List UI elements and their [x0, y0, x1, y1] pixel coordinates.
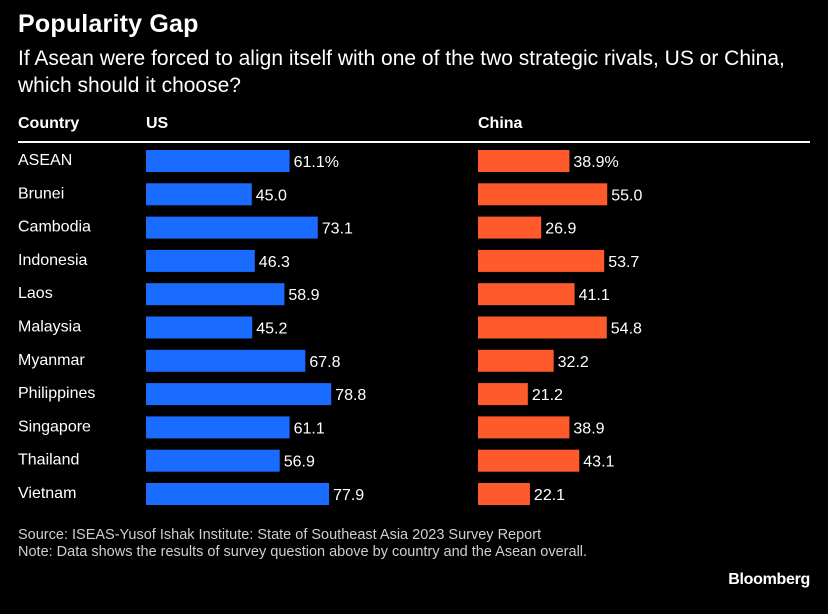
bar-us: [146, 283, 285, 306]
data-label-us: 77.9: [333, 487, 364, 504]
bar-us: [146, 150, 290, 172]
bar-us: [146, 216, 318, 239]
bar-china: [478, 283, 575, 306]
data-label-us: 45.2: [256, 321, 287, 338]
data-label-china: 43.1: [583, 454, 614, 471]
bloomberg-logo: Bloomberg: [728, 571, 810, 588]
chart-subtitle: If Asean were forced to align itself wit…: [18, 47, 785, 97]
data-label-china: 32.2: [558, 354, 589, 371]
data-label-us: 78.8: [335, 387, 366, 404]
header-china: China: [478, 115, 523, 132]
footnote: Source: ISEAS-Yusof Ishak Institute: Sta…: [18, 527, 718, 561]
category-label: Myanmar: [18, 352, 85, 369]
category-label: Vietnam: [18, 485, 76, 502]
data-label-us: 61.1%: [294, 154, 339, 171]
category-label: Cambodia: [18, 219, 91, 236]
category-label: Brunei: [18, 185, 64, 202]
chart-title: Popularity Gap: [18, 10, 199, 38]
data-note: Note: Data shows the results of survey q…: [18, 544, 588, 560]
data-label-china: 38.9%: [573, 154, 618, 171]
data-label-us: 67.8: [309, 354, 340, 371]
category-label: Thailand: [18, 452, 79, 469]
category-label: Singapore: [18, 418, 91, 435]
category-label: Indonesia: [18, 252, 87, 269]
data-label-us: 58.9: [288, 287, 319, 304]
bar-china: [478, 483, 530, 505]
header-divider: [18, 141, 810, 143]
bar-china: [478, 416, 570, 439]
bar-china: [478, 383, 528, 406]
bar-china: [478, 249, 605, 272]
category-label: Malaysia: [18, 319, 81, 336]
bar-us: [146, 383, 332, 406]
data-label-china: 53.7: [608, 254, 639, 271]
data-label-us: 61.1: [294, 420, 325, 437]
bar-us: [146, 416, 290, 439]
data-label-china: 54.8: [611, 321, 642, 338]
data-label-us: 45.0: [256, 187, 287, 204]
category-label: ASEAN: [18, 152, 72, 169]
bar-us: [146, 483, 330, 505]
category-label: Laos: [18, 285, 53, 302]
bar-china: [478, 349, 554, 372]
data-label-china: 21.2: [532, 387, 563, 404]
bar-us: [146, 249, 255, 272]
bar-china: [478, 150, 570, 172]
source-note: Source: ISEAS-Yusof Ishak Institute: Sta…: [18, 527, 542, 543]
header-country: Country: [18, 115, 80, 132]
bar-china: [478, 216, 542, 239]
data-label-china: 55.0: [611, 187, 642, 204]
category-label: Philippines: [18, 385, 95, 402]
data-label-china: 38.9: [573, 420, 604, 437]
data-label-china: 26.9: [545, 221, 576, 238]
bar-us: [146, 316, 253, 339]
bar-china: [478, 449, 580, 472]
bar-us: [146, 183, 252, 206]
data-label-china: 22.1: [534, 487, 565, 504]
data-label-china: 41.1: [579, 287, 610, 304]
bar-china: [478, 316, 607, 339]
bar-us: [146, 349, 306, 372]
bar-us: [146, 449, 280, 472]
data-label-us: 56.9: [284, 454, 315, 471]
data-label-us: 46.3: [259, 254, 290, 271]
header-us: US: [146, 115, 169, 132]
bar-china: [478, 183, 608, 206]
data-label-us: 73.1: [322, 221, 353, 238]
